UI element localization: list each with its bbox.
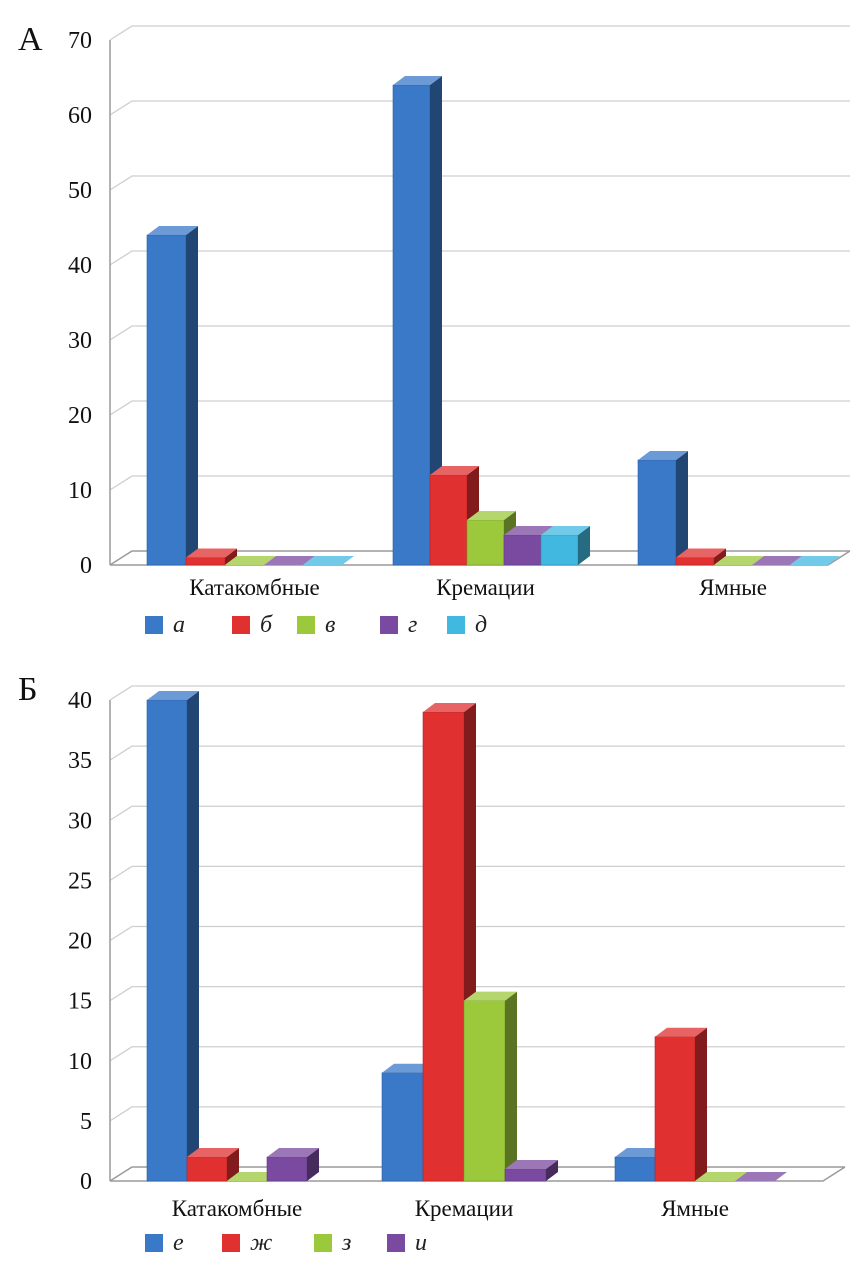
legend-swatch [145,616,163,634]
bar-и-2 [504,1159,558,1182]
bar-е-1 [146,691,199,1182]
bar-г-3 [752,556,802,565]
gridline [109,925,845,942]
category-label: Катакомбные [189,575,320,600]
legend: а б в г д [145,612,487,638]
legend-label: ж [250,1230,272,1256]
y-tick-label: 5 [80,1109,92,1135]
legend-label: и [415,1230,427,1256]
legend-swatch [232,616,250,634]
legend-label: а [173,612,185,638]
bar-в-3 [714,556,764,565]
bar-д-3 [790,556,840,565]
bar-в-1 [225,556,276,565]
gridline [109,805,845,821]
legend-swatch [314,1234,332,1252]
y-tick-label: 0 [80,1169,92,1195]
gridline [109,175,850,191]
legend-label: г [408,612,417,638]
y-tick-label: 70 [68,28,92,54]
y-tick-label: 35 [68,748,92,774]
bar-з-1 [227,1172,279,1181]
bar-з-3 [695,1172,747,1181]
y-tick-label: 60 [68,103,92,129]
legend-swatch [297,616,315,634]
panel-label: Б [18,671,38,708]
bar-а-2 [392,76,442,566]
y-tick-label: 20 [68,403,92,429]
floor-edge [110,1166,846,1182]
legend-label: з [341,1230,351,1256]
legend-swatch [380,616,398,634]
gridline [109,1166,845,1182]
gridline [109,745,845,761]
category-label: Ямные [661,1196,729,1221]
y-tick-label: 40 [68,688,92,714]
y-tick-label: 20 [68,929,92,955]
bar-и-1 [266,1147,319,1182]
bar-б-3 [675,548,726,566]
gridline [109,985,845,1002]
gridline [109,400,850,416]
bar-д-1 [303,556,354,565]
legend-swatch [145,1234,163,1252]
category-label: Кремации [436,575,535,600]
y-tick-label: 10 [68,478,92,504]
bar-а-3 [637,451,688,566]
bar-ж-3 [654,1027,707,1182]
chart-panel-1: А 0 10 20 30 40 50 60 70 Катакомбные Кремации Ямные… [18,21,851,638]
gridline [109,865,845,881]
bar-з-2 [463,991,517,1182]
y-tick-label: 40 [68,253,92,279]
legend-label: д [475,612,487,638]
bar-г-2 [503,526,553,566]
y-tick-label: 30 [68,808,92,834]
legend-swatch [447,616,465,634]
gridline [109,325,850,341]
gridline [109,25,850,41]
legend: е ж з и [145,1230,427,1256]
y-tick-label: 25 [68,868,92,894]
y-tick-label: 10 [68,1049,92,1075]
bar-а-1 [146,226,198,566]
gridline [109,1106,845,1122]
category-label: Кремации [415,1196,514,1221]
gridline [109,1046,845,1062]
bar-д-2 [540,526,590,566]
gridline [109,685,845,701]
y-tick-label: 50 [68,178,92,204]
bar-ж-1 [186,1147,239,1182]
chart-panel-2: Б 0 5 10 15 20 25 30 35 40 Катакомбные Кремации Ямны… [18,671,846,1256]
gridline [109,550,850,566]
bar-б-1 [185,548,237,566]
bar-и-3 [735,1172,787,1181]
category-label: Катакомбные [172,1196,303,1221]
legend-swatch [222,1234,240,1252]
y-tick-label: 15 [68,989,92,1015]
gridline [109,475,850,491]
gridline [109,250,850,266]
panel-label: А [18,21,43,58]
legend-label: е [173,1230,184,1256]
legend-swatch [387,1234,405,1252]
legend-label: в [325,612,335,638]
gridline [109,100,850,116]
y-tick-label: 30 [68,328,92,354]
category-label: Ямные [699,575,767,600]
y-tick-label: 0 [80,553,92,579]
legend-label: б [260,612,273,638]
bar-г-1 [264,556,315,565]
